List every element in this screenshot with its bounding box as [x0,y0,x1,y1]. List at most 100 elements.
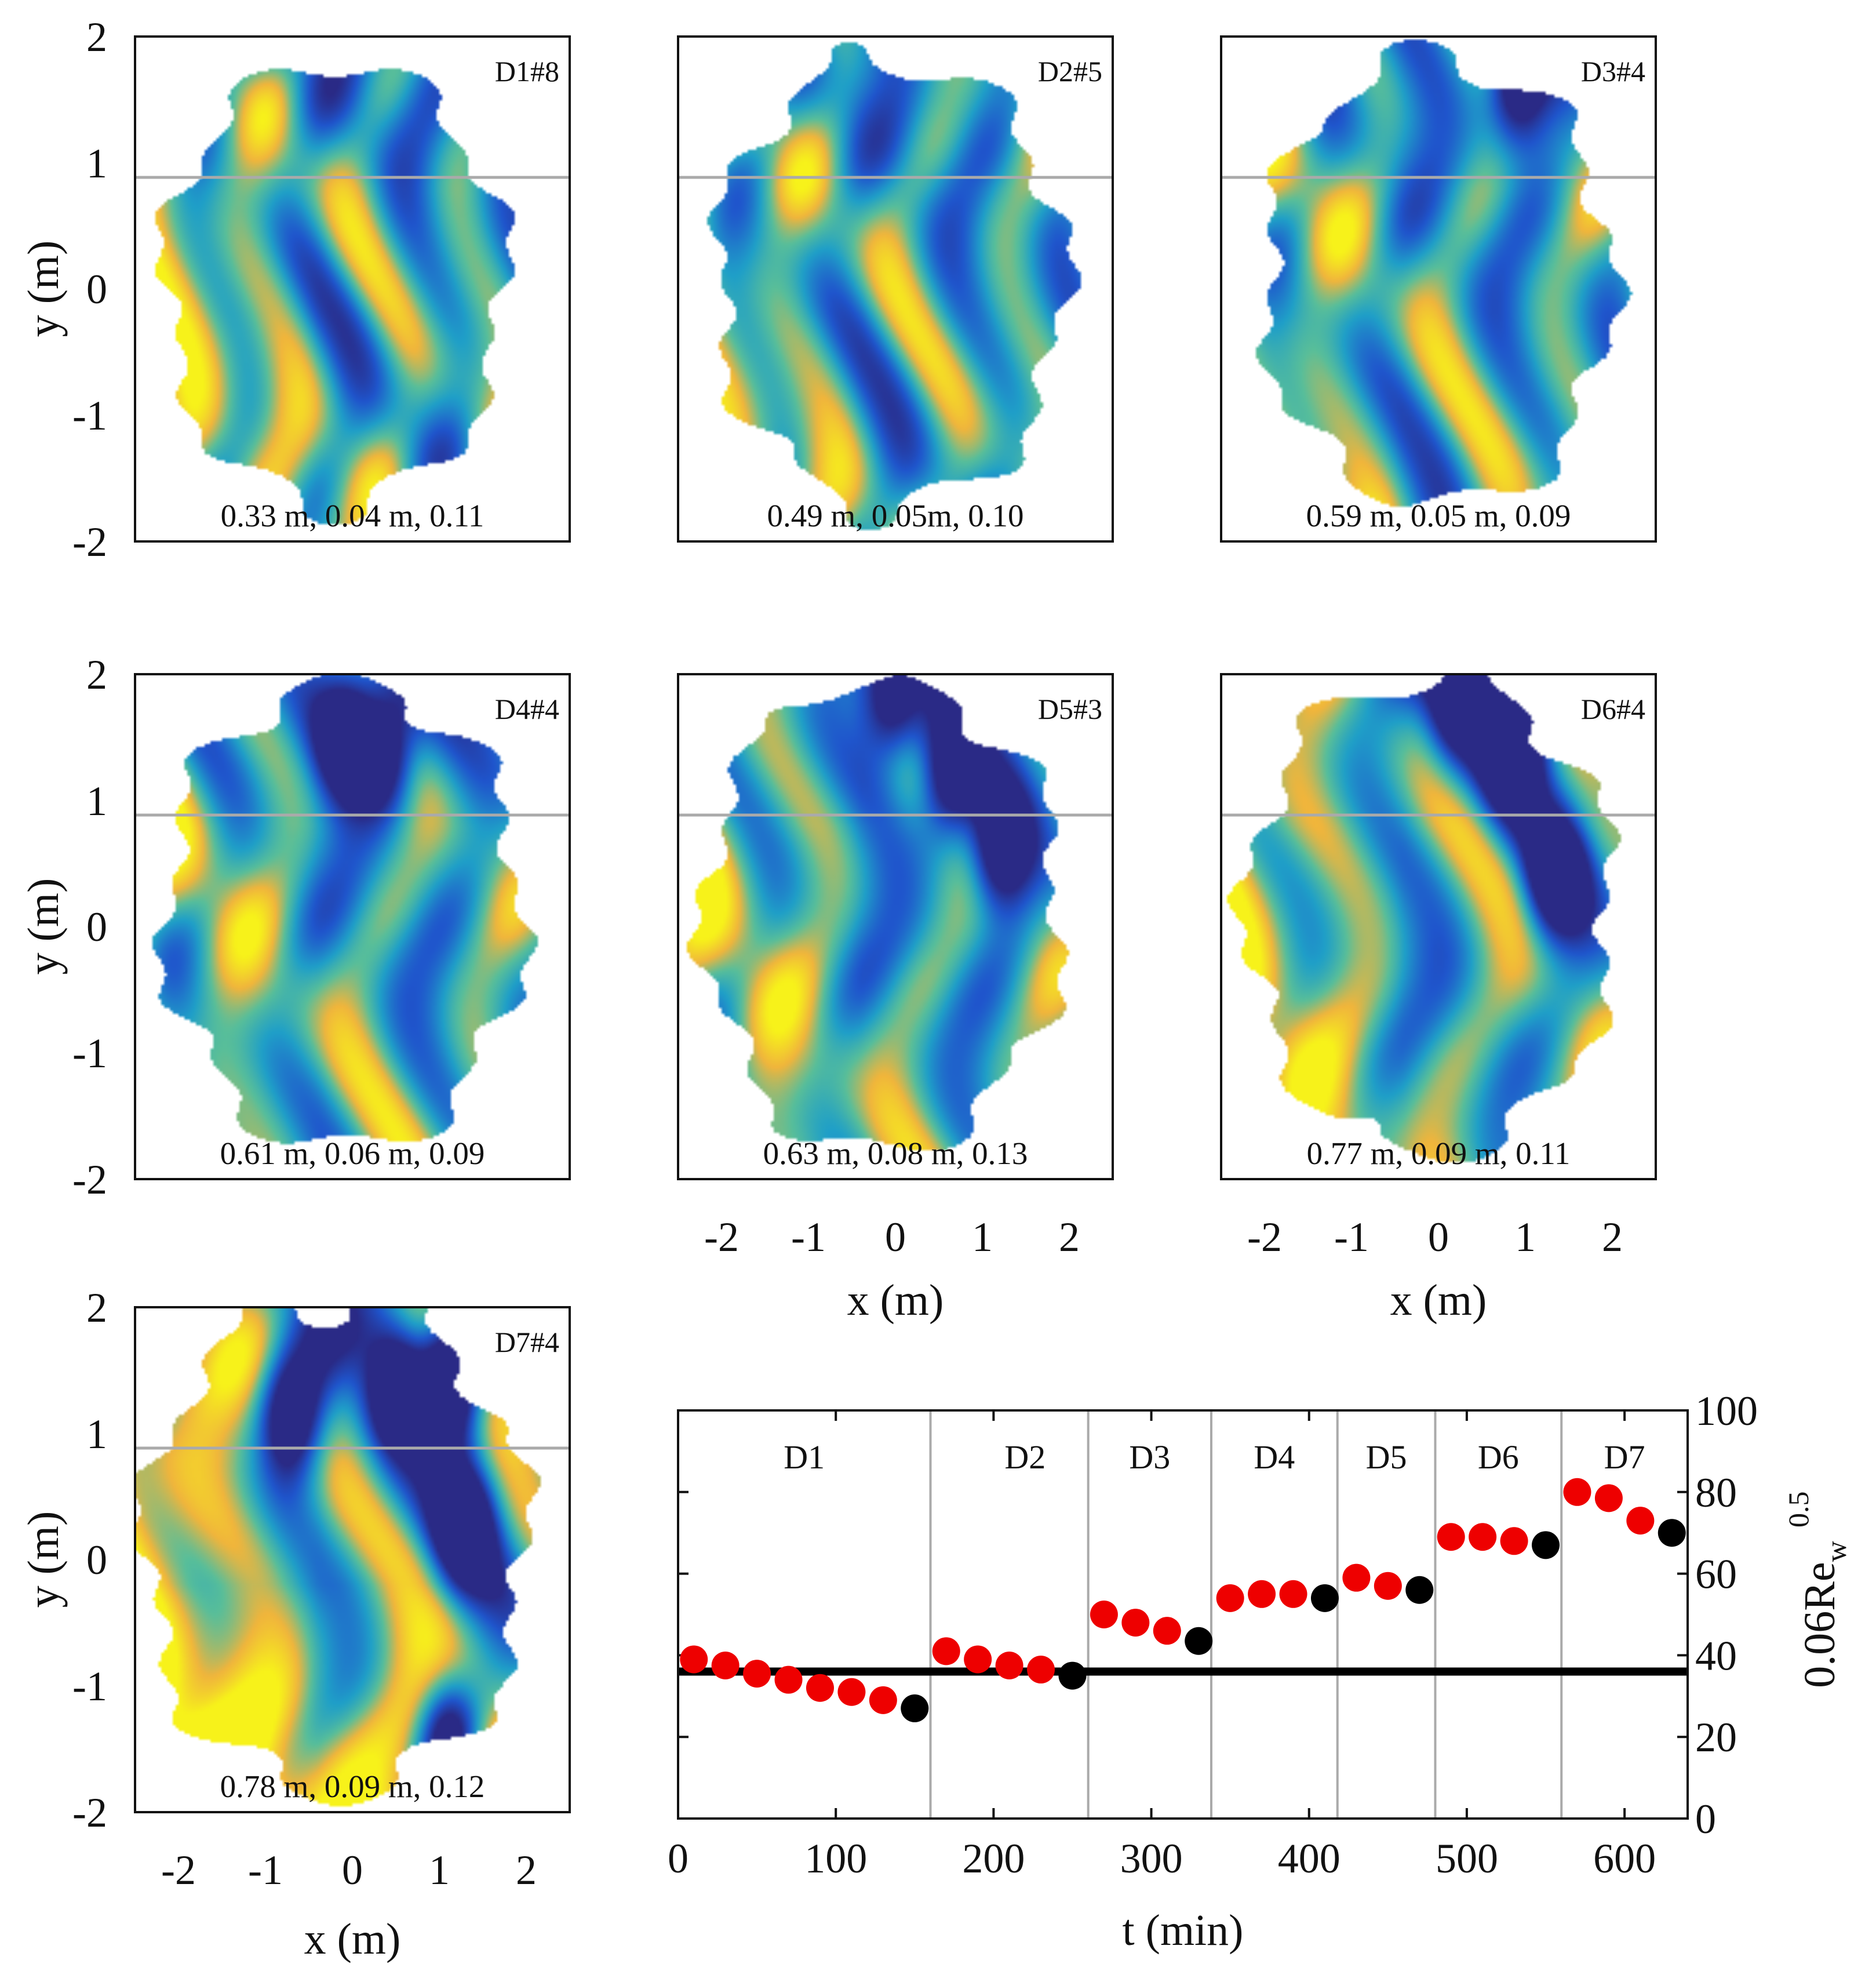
x-tick-label: -1 [791,1214,826,1260]
y-tick-label: -1 [72,392,107,439]
panel-caption: 0.33 m, 0.04 m, 0.11 [221,498,485,533]
y-tick-label: 80 [1695,1470,1737,1516]
data-point [1594,1484,1623,1512]
y-axis-title: 0.06Rew 0.5 [1782,1492,1852,1688]
map-panel-d5: D5#3 0.63 m, 0.08 m, 0.13 -2 -1 0 1 2 x … [677,673,1114,1325]
data-point [869,1686,897,1714]
day-label: D6 [1478,1438,1519,1476]
y-axis-title-base: 0.06Re [1795,1562,1844,1688]
data-point [995,1652,1023,1679]
y-tick-label: 1 [86,778,107,824]
x-tick-label: 0 [1428,1214,1449,1260]
velocity-field-d4 [135,674,570,1179]
y-axis-title-superscript: 0.5 [1782,1492,1815,1528]
y-tick-label: -1 [72,1663,107,1710]
data-point [1027,1656,1055,1684]
x-tick-label: 0 [342,1847,363,1893]
x-tick-label: 400 [1278,1835,1340,1882]
x-axis-title: x (m) [304,1915,401,1963]
velocity-field-d7 [135,1307,570,1812]
x-tick-label: 2 [1602,1214,1623,1260]
x-tick-label: -2 [161,1847,196,1893]
panel-caption: 0.78 m, 0.09 m, 0.12 [220,1769,485,1804]
y-tick-label: -2 [72,1790,107,1836]
data-point [1216,1584,1244,1612]
x-tick-label: 100 [804,1835,867,1882]
y-axis-title: y (m) [19,241,68,337]
panel-label: D6#4 [1581,693,1645,725]
axes-frame [1220,673,1657,1180]
final-data-point [1185,1627,1213,1655]
y-tick-label: 0 [86,266,107,312]
y-tick-label: -2 [72,1157,107,1203]
panel-label: D7#4 [495,1326,559,1358]
day-label: D2 [1004,1438,1046,1476]
y-axis-title: y (m) [19,1511,68,1608]
axes-frame [677,1409,1689,1820]
panel-label: D4#4 [495,693,559,725]
x-tick-label: 0 [668,1835,689,1882]
data-point [964,1645,992,1674]
x-tick-label: 200 [962,1835,1025,1882]
x-axis-title: x (m) [1390,1276,1487,1325]
final-data-point [1405,1576,1434,1604]
final-data-point [1310,1584,1339,1612]
map-panel-d1: D1#8 0.33 m, 0.04 m, 0.11 2 1 0 -1 -2 y … [19,14,571,565]
day-separators [929,1410,1563,1819]
x-tick-label: 1 [1515,1214,1536,1260]
y-tick-label: 2 [86,652,107,698]
x-tick-label: -2 [704,1214,739,1260]
panel-caption: 0.61 m, 0.06 m, 0.09 [220,1136,485,1171]
axes-frame [1220,35,1657,543]
axes-frame [134,1306,571,1813]
velocity-field-d3 [1221,37,1656,541]
data-point [1374,1572,1402,1600]
y-tick-label: 0 [86,1537,107,1583]
panel-label: D2#5 [1038,55,1102,88]
data-point [680,1645,708,1674]
data-point [743,1660,771,1688]
data-point [1342,1563,1371,1592]
day-label: D5 [1366,1438,1407,1476]
panel-label: D5#3 [1038,693,1102,725]
x-tick-label: 1 [972,1214,993,1260]
y-tick-label: 1 [86,1411,107,1457]
panel-caption: 0.49 m, 0.05m, 0.10 [767,498,1023,533]
svg-text:0.06Rew: 0.06Rew [1795,1541,1852,1688]
panel-caption: 0.59 m, 0.05 m, 0.09 [1306,498,1571,533]
x-tick-label: 2 [516,1847,537,1893]
day-label: D1 [784,1438,825,1476]
data-point [932,1637,960,1665]
axes-frame [134,35,571,543]
map-panel-d2: D2#5 0.49 m, 0.05m, 0.10 [677,35,1114,543]
y-tick-label: 2 [86,14,107,60]
map-panel-d3: D3#4 0.59 m, 0.05 m, 0.09 [1220,35,1657,543]
panel-caption: 0.77 m, 0.09 m, 0.11 [1307,1136,1571,1171]
velocity-field-d2 [678,37,1113,541]
x-tick-label: 500 [1436,1835,1498,1882]
day-label: D4 [1254,1438,1295,1476]
data-point [1153,1617,1181,1645]
final-data-point [1532,1531,1560,1559]
axes-frame [134,673,571,1180]
velocity-field-d1 [135,37,570,541]
data-point [1626,1507,1655,1535]
final-data-point [1658,1519,1686,1547]
y-tick-label: -1 [72,1030,107,1077]
data-point [1121,1609,1150,1637]
y-tick-label: 2 [86,1285,107,1331]
y-tick-label: 40 [1695,1632,1737,1679]
panel-caption: 0.63 m, 0.08 m, 0.13 [763,1136,1028,1171]
x-tick-label: -1 [1334,1214,1369,1260]
final-data-point [1058,1661,1087,1690]
axis-ticks [677,1409,1688,1820]
y-tick-label: 1 [86,140,107,187]
panel-label: D1#8 [495,55,559,88]
x-tick-label: 600 [1593,1835,1656,1882]
x-tick-label: -1 [248,1847,283,1893]
data-point [1248,1580,1276,1608]
y-tick-label: -2 [72,519,107,565]
data-point [837,1678,866,1706]
day-label: D7 [1604,1438,1645,1476]
